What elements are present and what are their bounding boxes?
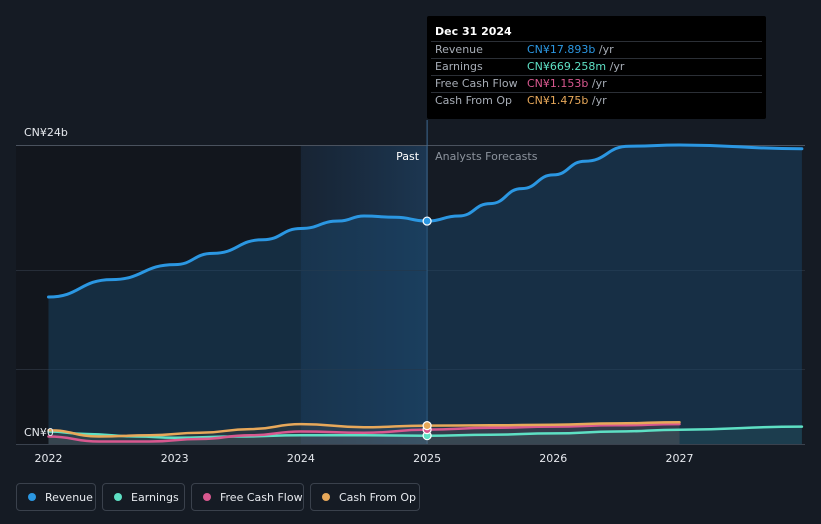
legend-dot-icon (114, 493, 122, 501)
tooltip-label: Free Cash Flow (435, 77, 518, 90)
tooltip-row-earnings: Earnings CN¥669.258m /yr (431, 58, 762, 76)
free-cash-flow-line (47, 422, 681, 443)
tooltip-value: CN¥17.893b (527, 43, 596, 56)
revenue-marker (422, 216, 432, 226)
cash-from-op-line (47, 420, 681, 438)
tooltip-row-cash-from-op: Cash From Op CN¥1.475b /yr (431, 92, 762, 110)
past-label: Past (396, 150, 420, 163)
x-tick-label: 2024 (287, 452, 315, 465)
legend-item-earnings[interactable]: Earnings (102, 483, 185, 511)
tooltip-label: Cash From Op (435, 94, 513, 107)
tooltip-unit: /yr (588, 77, 607, 90)
x-tick-label: 2026 (539, 452, 567, 465)
tooltip-value: CN¥669.258m (527, 60, 607, 73)
y-axis-bottom-label: CN¥0 (24, 426, 54, 439)
tooltip-row-free-cash-flow: Free Cash Flow CN¥1.153b /yr (431, 75, 762, 93)
cash-from-op-marker (422, 421, 432, 431)
legend-item-free-cash-flow[interactable]: Free Cash Flow (191, 483, 304, 511)
legend-item-cash-from-op[interactable]: Cash From Op (310, 483, 420, 511)
y-axis-top-label: CN¥24b (24, 126, 68, 139)
tooltip-unit: /yr (595, 43, 614, 56)
legend-label: Free Cash Flow (220, 490, 303, 504)
legend-label: Earnings (131, 490, 179, 504)
x-tick-label: 2025 (413, 452, 441, 465)
legend-label: Cash From Op (339, 490, 417, 504)
earnings-area (48, 426, 802, 444)
tooltip-label: Revenue (435, 43, 483, 56)
x-tick-label: 2023 (161, 452, 189, 465)
tooltip-unit: /yr (606, 60, 625, 73)
tooltip-row-revenue: Revenue CN¥17.893b /yr (431, 41, 762, 59)
legend-dot-icon (203, 493, 211, 501)
tooltip-unit: /yr (588, 94, 607, 107)
tooltip-date: Dec 31 2024 (435, 25, 512, 38)
legend-dot-icon (28, 493, 36, 501)
x-tick-label: 2022 (35, 452, 63, 465)
x-tick-label: 2027 (666, 452, 694, 465)
tooltip-value: CN¥1.153b (527, 77, 589, 90)
tooltip-value: CN¥1.475b (527, 94, 589, 107)
revenue-area (48, 145, 802, 444)
legend-item-revenue[interactable]: Revenue (16, 483, 96, 511)
tooltip-label: Earnings (435, 60, 483, 73)
forecast-label: Analysts Forecasts (435, 150, 538, 163)
legend-label: Revenue (45, 490, 93, 504)
revenue-line (47, 143, 804, 299)
highlight-band (300, 145, 428, 444)
legend-dot-icon (322, 493, 330, 501)
chart-tooltip: Dec 31 2024 Revenue CN¥17.893b /yr Earni… (427, 16, 766, 119)
